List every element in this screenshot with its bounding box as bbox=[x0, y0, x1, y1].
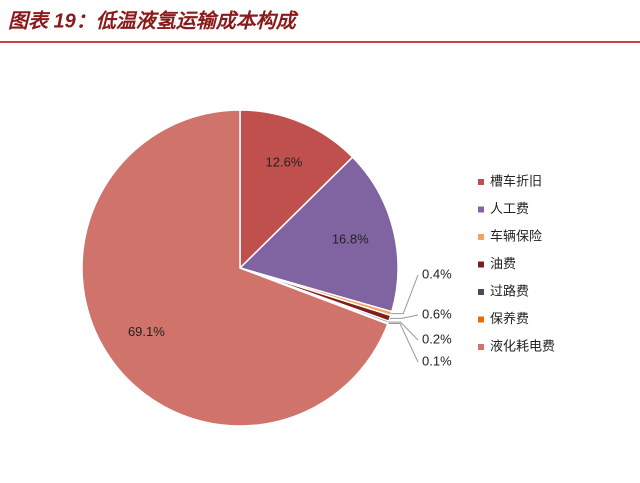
data-label: 16.8% bbox=[332, 231, 369, 246]
leader-line bbox=[389, 314, 419, 319]
legend-label: 人工费 bbox=[490, 201, 529, 216]
legend-label: 槽车折旧 bbox=[490, 173, 542, 188]
data-label: 0.1% bbox=[422, 353, 452, 368]
legend-label: 油费 bbox=[490, 256, 516, 271]
legend-label: 液化耗电费 bbox=[490, 338, 555, 353]
pie-slice bbox=[238, 156, 399, 313]
data-label: 69.1% bbox=[128, 324, 165, 339]
data-label: 0.6% bbox=[422, 306, 452, 321]
data-label: 12.6% bbox=[266, 155, 303, 170]
legend-swatch bbox=[478, 179, 484, 185]
legend-label: 保养费 bbox=[490, 311, 529, 326]
data-label: 0.4% bbox=[422, 266, 452, 281]
leader-line bbox=[388, 321, 419, 341]
data-label: 0.2% bbox=[422, 331, 452, 346]
legend-swatch bbox=[478, 289, 484, 295]
chart-title: 图表 19：低温液氢运输成本构成 bbox=[8, 9, 299, 32]
legend-swatch bbox=[478, 206, 484, 213]
leader-line bbox=[387, 322, 419, 363]
pie-slice bbox=[239, 109, 354, 270]
legend-swatch bbox=[478, 344, 484, 350]
legend-swatch bbox=[478, 261, 484, 268]
legend-label: 过路费 bbox=[490, 283, 529, 298]
pie-slice bbox=[81, 109, 389, 427]
legend-label: 车辆保险 bbox=[490, 228, 542, 243]
legend-swatch bbox=[478, 234, 484, 240]
leader-line bbox=[391, 274, 419, 315]
legend-swatch bbox=[478, 316, 484, 323]
